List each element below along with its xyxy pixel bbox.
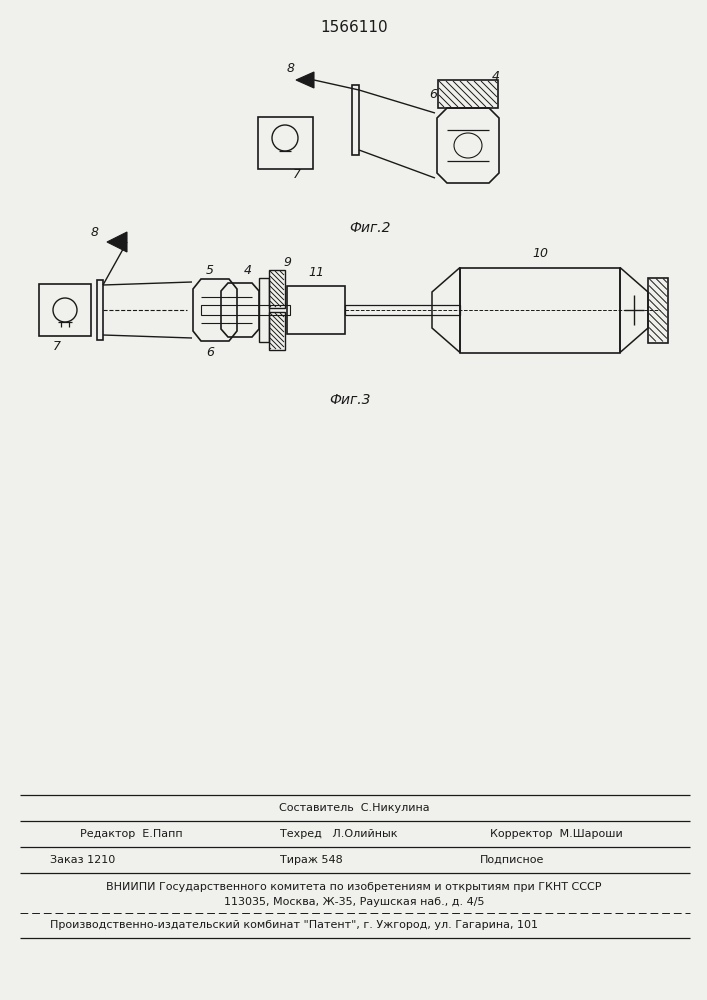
Bar xyxy=(97,280,103,340)
Bar xyxy=(352,85,359,155)
Text: Подписное: Подписное xyxy=(480,855,544,865)
Bar xyxy=(648,277,668,342)
Bar xyxy=(269,270,285,308)
Text: 7: 7 xyxy=(293,167,301,180)
Text: Фиг.2: Фиг.2 xyxy=(349,221,391,235)
Polygon shape xyxy=(296,72,314,88)
Text: Составитель  С.Никулина: Составитель С.Никулина xyxy=(279,803,429,813)
Bar xyxy=(438,80,498,108)
Text: Фиг.3: Фиг.3 xyxy=(329,393,370,407)
Text: 11: 11 xyxy=(308,265,324,278)
Bar xyxy=(257,117,312,169)
Text: 4: 4 xyxy=(492,70,500,84)
Text: 6: 6 xyxy=(429,88,437,101)
Text: 7: 7 xyxy=(53,340,61,353)
Text: 5: 5 xyxy=(206,264,214,277)
Bar xyxy=(269,312,285,350)
Text: ВНИИПИ Государственного комитета по изобретениям и открытиям при ГКНТ СССР: ВНИИПИ Государственного комитета по изоб… xyxy=(106,882,602,892)
Bar xyxy=(259,278,269,342)
Text: 9: 9 xyxy=(283,255,291,268)
Polygon shape xyxy=(107,232,127,252)
Text: Редактор  Е.Папп: Редактор Е.Папп xyxy=(80,829,182,839)
Bar xyxy=(201,305,290,315)
Bar xyxy=(460,267,620,353)
Text: 10: 10 xyxy=(532,247,548,260)
Text: Техред   Л.Олийнык: Техред Л.Олийнык xyxy=(280,829,397,839)
Text: 1566110: 1566110 xyxy=(320,20,388,35)
Text: Заказ 1210: Заказ 1210 xyxy=(50,855,115,865)
Bar xyxy=(345,305,460,315)
Text: 6: 6 xyxy=(206,347,214,360)
Text: Корректор  М.Шароши: Корректор М.Шароши xyxy=(490,829,623,839)
Text: 8: 8 xyxy=(287,62,295,75)
Bar xyxy=(287,286,345,334)
Text: Тираж 548: Тираж 548 xyxy=(280,855,343,865)
Text: Производственно-издательский комбинат "Патент", г. Ужгород, ул. Гагарина, 101: Производственно-издательский комбинат "П… xyxy=(50,920,538,930)
Text: 113035, Москва, Ж-35, Раушская наб., д. 4/5: 113035, Москва, Ж-35, Раушская наб., д. … xyxy=(223,897,484,907)
Bar xyxy=(39,284,91,336)
Text: 8: 8 xyxy=(91,226,99,238)
Text: 4: 4 xyxy=(244,264,252,277)
